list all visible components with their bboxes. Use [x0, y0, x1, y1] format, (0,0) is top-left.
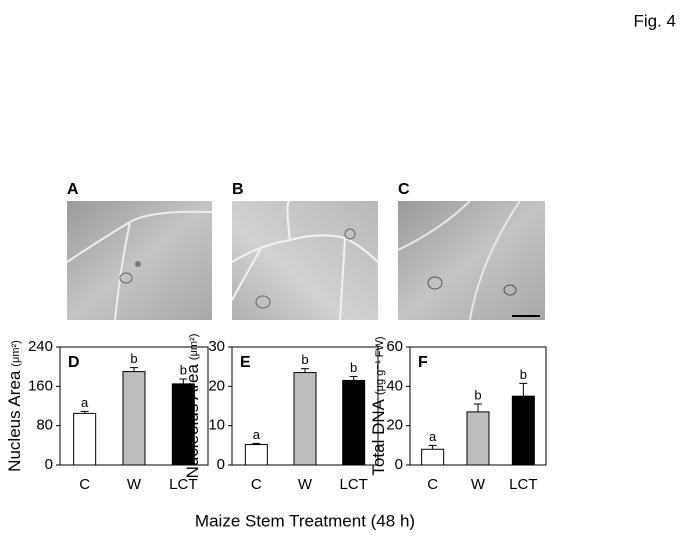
panel-label: D — [68, 354, 80, 371]
y-tick-label: 240 — [28, 338, 53, 355]
bar — [73, 412, 97, 466]
y-axis-title: Total DNA (μg g⁻¹ FW) — [369, 336, 388, 475]
y-tick-label: 10 — [208, 417, 225, 434]
y-axis-title: Nucleus Area (μm²) — [5, 340, 24, 472]
panel-label: C — [398, 181, 410, 198]
y-tick-label: 20 — [208, 377, 225, 394]
significance-letter: a — [81, 395, 89, 410]
error-bar — [474, 403, 482, 412]
y-axis-title: Nucleolus Area (μm²) — [183, 334, 202, 479]
x-tick-label: LCT — [339, 476, 367, 493]
y-axis-title-text: Total DNA — [369, 398, 388, 475]
y-axis-unit: (μm²) — [10, 340, 22, 367]
significance-letter: b — [474, 387, 481, 402]
bar — [122, 371, 146, 466]
micrograph-a — [66, 201, 213, 321]
x-tick-label: C — [251, 476, 262, 493]
bar — [466, 411, 490, 466]
bar — [244, 444, 268, 466]
y-tick-label: 20 — [386, 417, 403, 434]
significance-letter: b — [350, 360, 357, 375]
y-tick-label: 0 — [217, 456, 225, 473]
bar — [342, 379, 366, 466]
micrograph-b — [231, 200, 379, 321]
bar — [421, 448, 445, 466]
error-bar — [80, 410, 89, 414]
y-tick-label: 30 — [208, 338, 225, 355]
x-tick-label: W — [471, 476, 486, 493]
bar — [293, 372, 317, 466]
significance-letter: a — [429, 429, 437, 444]
error-bar — [252, 442, 261, 445]
x-axis-title: Maize Stem Treatment (48 h) — [195, 511, 415, 530]
panel-label: A — [67, 181, 79, 198]
error-bar — [301, 368, 309, 373]
error-bar — [428, 444, 437, 450]
x-tick-label: C — [79, 476, 90, 493]
x-tick-label: C — [427, 476, 438, 493]
y-tick-label: 40 — [386, 377, 403, 394]
y-axis-title-text: Nucleolus Area — [183, 364, 202, 479]
error-bar — [179, 378, 188, 384]
y-tick-label: 0 — [45, 456, 53, 473]
y-axis-unit: (μm²) — [188, 334, 200, 361]
y-tick-label: 0 — [395, 456, 403, 473]
x-tick-label: LCT — [509, 476, 537, 493]
y-axis-unit: (μg g⁻¹ FW) — [374, 336, 386, 395]
y-tick-label: 160 — [28, 377, 53, 394]
x-tick-label: W — [298, 476, 313, 493]
bar — [511, 395, 535, 466]
error-bar — [130, 367, 138, 372]
error-bar — [519, 382, 528, 397]
y-axis-title-text: Nucleus Area — [5, 370, 24, 472]
significance-letter: b — [301, 352, 308, 367]
significance-letter: a — [253, 427, 261, 442]
micrograph-c — [397, 200, 545, 321]
y-tick-label: 80 — [36, 417, 53, 434]
significance-letter: b — [180, 362, 187, 377]
panel-label: B — [232, 181, 244, 198]
x-tick-label: LCT — [169, 476, 197, 493]
panel-label: E — [240, 354, 251, 371]
error-bar — [349, 376, 358, 381]
y-tick-label: 60 — [386, 338, 403, 355]
significance-letter: b — [520, 367, 527, 382]
panel-label: F — [418, 354, 428, 371]
figure-label: Fig. 4 — [633, 11, 676, 30]
significance-letter: b — [130, 351, 137, 366]
x-tick-label: W — [127, 476, 142, 493]
